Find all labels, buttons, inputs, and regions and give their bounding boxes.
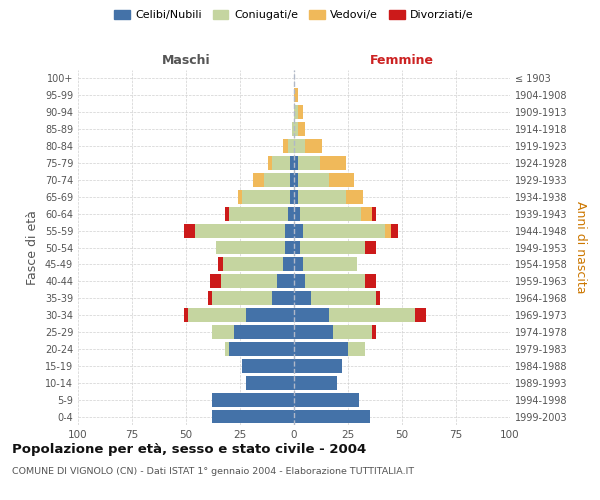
Bar bbox=[294, 359, 341, 373]
Bar bbox=[294, 122, 298, 136]
Bar bbox=[229, 207, 287, 220]
Bar bbox=[302, 258, 356, 272]
Bar bbox=[320, 156, 346, 170]
Bar bbox=[184, 308, 188, 322]
Bar bbox=[415, 308, 426, 322]
Bar bbox=[298, 173, 329, 187]
Bar bbox=[247, 376, 294, 390]
Bar bbox=[287, 207, 294, 220]
Bar bbox=[298, 190, 346, 203]
Bar bbox=[253, 173, 264, 187]
Bar bbox=[294, 173, 298, 187]
Bar bbox=[372, 207, 376, 220]
Bar bbox=[247, 308, 294, 322]
Bar bbox=[277, 274, 294, 288]
Bar bbox=[305, 139, 322, 153]
Bar bbox=[283, 258, 294, 272]
Bar bbox=[391, 224, 398, 237]
Bar bbox=[238, 190, 242, 203]
Bar bbox=[329, 173, 355, 187]
Bar bbox=[294, 240, 301, 254]
Bar bbox=[294, 274, 305, 288]
Bar bbox=[302, 224, 385, 237]
Bar bbox=[184, 224, 194, 237]
Bar bbox=[294, 156, 298, 170]
Bar bbox=[333, 325, 372, 339]
Y-axis label: Anni di nascita: Anni di nascita bbox=[574, 201, 587, 294]
Bar bbox=[287, 139, 294, 153]
Bar bbox=[223, 258, 283, 272]
Bar bbox=[286, 224, 294, 237]
Bar bbox=[225, 342, 229, 356]
Bar bbox=[212, 292, 272, 305]
Bar bbox=[301, 207, 361, 220]
Bar bbox=[376, 292, 380, 305]
Bar bbox=[294, 410, 370, 424]
Text: Femmine: Femmine bbox=[370, 54, 434, 68]
Y-axis label: Fasce di età: Fasce di età bbox=[26, 210, 39, 285]
Bar bbox=[225, 207, 229, 220]
Bar bbox=[346, 190, 363, 203]
Bar bbox=[292, 122, 294, 136]
Text: Popolazione per età, sesso e stato civile - 2004: Popolazione per età, sesso e stato civil… bbox=[12, 442, 366, 456]
Bar bbox=[268, 156, 272, 170]
Bar bbox=[294, 207, 301, 220]
Bar bbox=[216, 240, 286, 254]
Bar bbox=[365, 274, 376, 288]
Bar bbox=[286, 240, 294, 254]
Bar bbox=[272, 156, 290, 170]
Bar bbox=[294, 106, 298, 119]
Legend: Celibi/Nubili, Coniugati/e, Vedovi/e, Divorziati/e: Celibi/Nubili, Coniugati/e, Vedovi/e, Di… bbox=[110, 6, 478, 25]
Bar bbox=[221, 274, 277, 288]
Bar bbox=[290, 190, 294, 203]
Text: Maschi: Maschi bbox=[161, 54, 211, 68]
Bar bbox=[294, 308, 329, 322]
Bar bbox=[305, 274, 365, 288]
Bar bbox=[361, 207, 372, 220]
Bar bbox=[290, 173, 294, 187]
Bar bbox=[210, 274, 221, 288]
Bar bbox=[348, 342, 365, 356]
Bar bbox=[290, 156, 294, 170]
Bar bbox=[294, 342, 348, 356]
Bar bbox=[294, 325, 333, 339]
Bar bbox=[208, 292, 212, 305]
Bar bbox=[301, 240, 365, 254]
Bar bbox=[242, 359, 294, 373]
Bar bbox=[264, 173, 290, 187]
Bar bbox=[298, 106, 302, 119]
Bar bbox=[194, 224, 286, 237]
Bar bbox=[294, 392, 359, 406]
Bar bbox=[233, 325, 294, 339]
Bar bbox=[294, 88, 298, 102]
Bar bbox=[229, 342, 294, 356]
Bar bbox=[372, 325, 376, 339]
Bar bbox=[294, 258, 302, 272]
Bar bbox=[188, 308, 247, 322]
Bar bbox=[294, 224, 302, 237]
Bar bbox=[272, 292, 294, 305]
Bar bbox=[298, 122, 305, 136]
Bar bbox=[298, 156, 320, 170]
Bar bbox=[311, 292, 376, 305]
Bar bbox=[212, 325, 233, 339]
Bar bbox=[294, 190, 298, 203]
Bar bbox=[242, 190, 290, 203]
Text: COMUNE DI VIGNOLO (CN) - Dati ISTAT 1° gennaio 2004 - Elaborazione TUTTITALIA.IT: COMUNE DI VIGNOLO (CN) - Dati ISTAT 1° g… bbox=[12, 468, 414, 476]
Bar bbox=[218, 258, 223, 272]
Bar bbox=[294, 292, 311, 305]
Bar bbox=[294, 376, 337, 390]
Bar bbox=[283, 139, 287, 153]
Bar bbox=[365, 240, 376, 254]
Bar bbox=[212, 410, 294, 424]
Bar bbox=[294, 139, 305, 153]
Bar bbox=[385, 224, 391, 237]
Bar bbox=[329, 308, 415, 322]
Bar bbox=[212, 392, 294, 406]
